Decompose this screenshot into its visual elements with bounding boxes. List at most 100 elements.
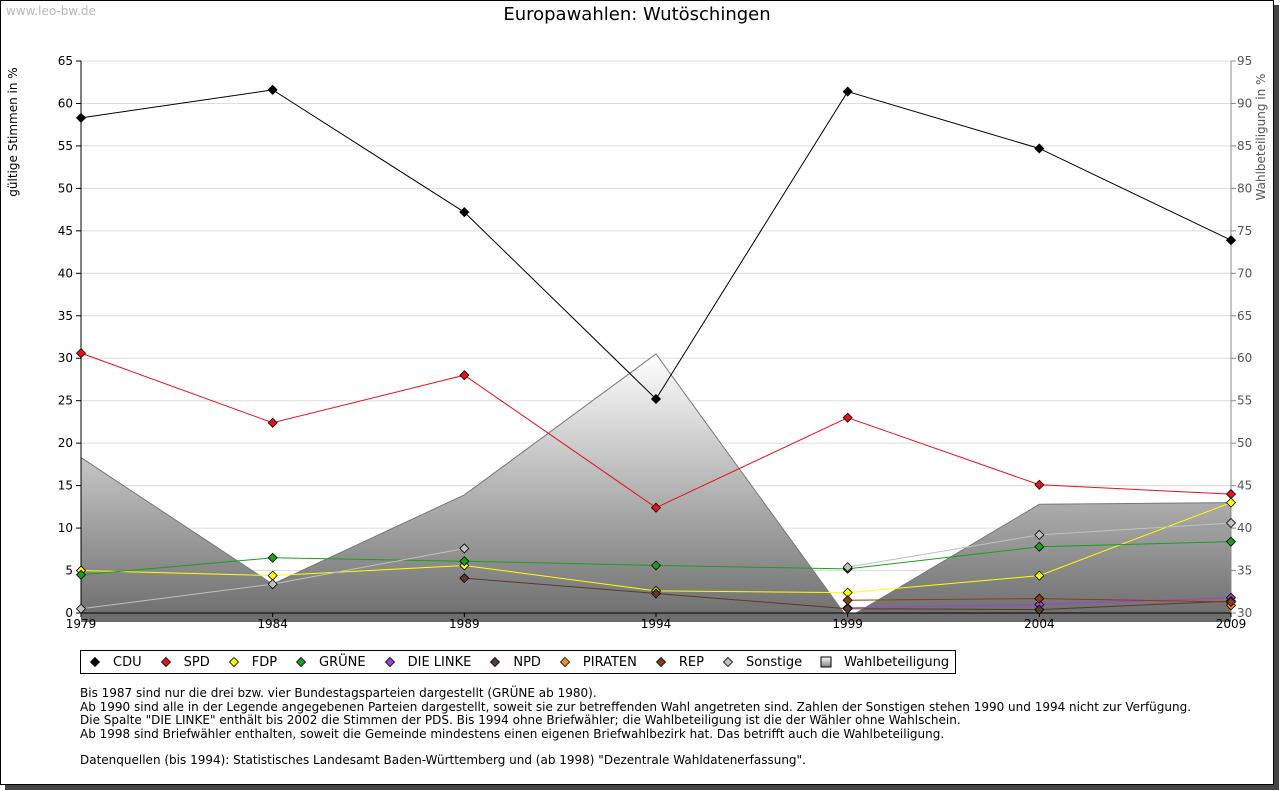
legend-item: SPD [160,655,210,670]
data-point-spd [1034,479,1045,490]
legend-diamond-icon [384,656,395,668]
legend-square-icon [820,656,832,668]
y-tick-label: 20 [58,436,73,450]
legend-item: GRÜNE [295,655,366,670]
legend-label: Wahlbeteiligung [844,654,950,670]
series-line-cdu [80,89,1232,400]
legend-item: PIRATEN [559,655,637,670]
data-point-grüne [267,552,278,563]
watermark: www.leo-bw.de [6,4,96,18]
y2-tick-label: 85 [1237,139,1252,153]
data-point-spd [267,417,278,428]
legend-label: CDU [113,654,142,670]
chart-title: Europawahlen: Wutöschingen [503,4,771,25]
y2-tick-label: 75 [1237,224,1252,238]
footnotes: Bis 1987 sind nur die drei bzw. vier Bun… [80,686,1192,768]
data-point-cdu [459,207,470,218]
legend-label: FDP [251,654,278,670]
data-point-sonstige [75,603,87,614]
data-point-cdu [1225,235,1237,246]
data-point-grüne [650,560,662,571]
data-point-sonstige [459,543,470,554]
y-tick-label: 50 [58,181,73,195]
legend: CDU SPD FDP GRÜNE DIE LINKE NPD PIRATEN REP Sons… [80,650,957,674]
y2-tick-label: 40 [1237,521,1252,535]
legend-label: PIRATEN [582,654,637,670]
legend-item: REP [655,655,704,670]
y2-tick-label: 70 [1237,266,1252,280]
legend-diamond-icon [490,656,501,668]
data-point-rep [1034,593,1045,604]
data-sources-note: Datenquellen (bis 1994): Statistisches L… [80,753,806,767]
chart-plot: 0 5 10 15 20 25 30 35 40 45 50 55 60 65 30 35 40 45 50 55 60… [6,54,1268,631]
note-line: Ab 1998 sind Briefwähler enthalten, sowe… [80,726,945,741]
data-point-grüne [75,569,87,580]
y-tick-label: 30 [58,351,73,365]
data-point-grüne [1034,541,1045,552]
legend-diamond-icon [160,656,171,668]
data-point-npd [459,573,470,584]
data-point-fdp [267,570,278,581]
data-point-spd [75,348,87,359]
legend-label: Sonstige [745,654,803,670]
x-tick-label: 1989 [449,617,480,631]
note-line: Die Spalte "DIE LINKE" enthält bis 2002 … [80,713,961,727]
data-point-spd [650,502,662,513]
legend-diamond-icon [559,656,570,668]
y-tick-label: 25 [58,394,73,408]
data-point-spd [842,412,853,423]
y2-axis-title: Wahlbeteiligung in % [1254,74,1268,201]
data-point-cdu [842,86,853,97]
legend-item: FDP [228,655,277,670]
x-tick-label: 1979 [66,617,97,631]
note-line: Ab 1990 sind alle in der Legende angegeb… [80,699,1192,714]
legend-diamond-icon [228,656,239,668]
legend-diamond-icon [89,656,101,668]
legend-item: Sonstige [722,655,802,670]
y2-tick-label: 45 [1237,479,1252,493]
y-tick-label: 35 [58,309,73,323]
data-point-fdp [1225,497,1237,508]
data-point-sonstige [842,562,853,573]
legend-item: CDU [89,655,142,670]
data-point-npd [1034,604,1045,615]
legend-label: SPD [183,654,210,670]
y-tick-label: 65 [58,54,73,68]
x-tick-label: 1994 [641,617,672,631]
legend-label: DIE LINKE [407,654,472,670]
legend-item: NPD [489,655,541,670]
legend-diamond-icon [722,656,734,668]
y2-tick-label: 60 [1237,351,1252,365]
data-point-rep [1225,596,1237,608]
y2-tick-label: 90 [1237,96,1252,110]
y-tick-label: 15 [58,479,73,493]
data-point-rep [842,595,853,606]
y-tick-label: 60 [58,96,73,110]
y-tick-label: 5 [65,564,73,578]
data-point-cdu [650,393,662,405]
data-point-sonstige [267,579,278,590]
turnout-base [81,613,1231,622]
x-tick-label: 2004 [1024,617,1055,631]
legend-label: REP [678,654,704,670]
y-tick-label: 10 [58,521,73,535]
y-tick-label: 0 [65,606,73,620]
y-tick-label: 55 [58,139,73,153]
data-point-sonstige [1225,517,1237,529]
y-axis-title: gültige Stimmen in % [6,67,20,196]
legend-label: GRÜNE [319,654,366,670]
y2-tick-label: 55 [1237,394,1252,408]
y2-tick-label: 50 [1237,436,1252,450]
y-tick-label: 45 [58,224,73,238]
legend-item: DIE LINKE [384,654,472,670]
x-tick-label: 1984 [257,617,288,631]
data-point-spd [459,370,470,381]
x-tick-label: 2009 [1216,617,1247,631]
turnout-area [81,353,1231,619]
legend-item: Wahlbeteiligung [820,655,949,670]
y-tick-label: 40 [58,266,73,280]
data-point-cdu [75,112,87,123]
y2-tick-label: 95 [1237,54,1252,68]
data-point-grüne [459,556,470,567]
data-point-cdu [1034,143,1045,154]
